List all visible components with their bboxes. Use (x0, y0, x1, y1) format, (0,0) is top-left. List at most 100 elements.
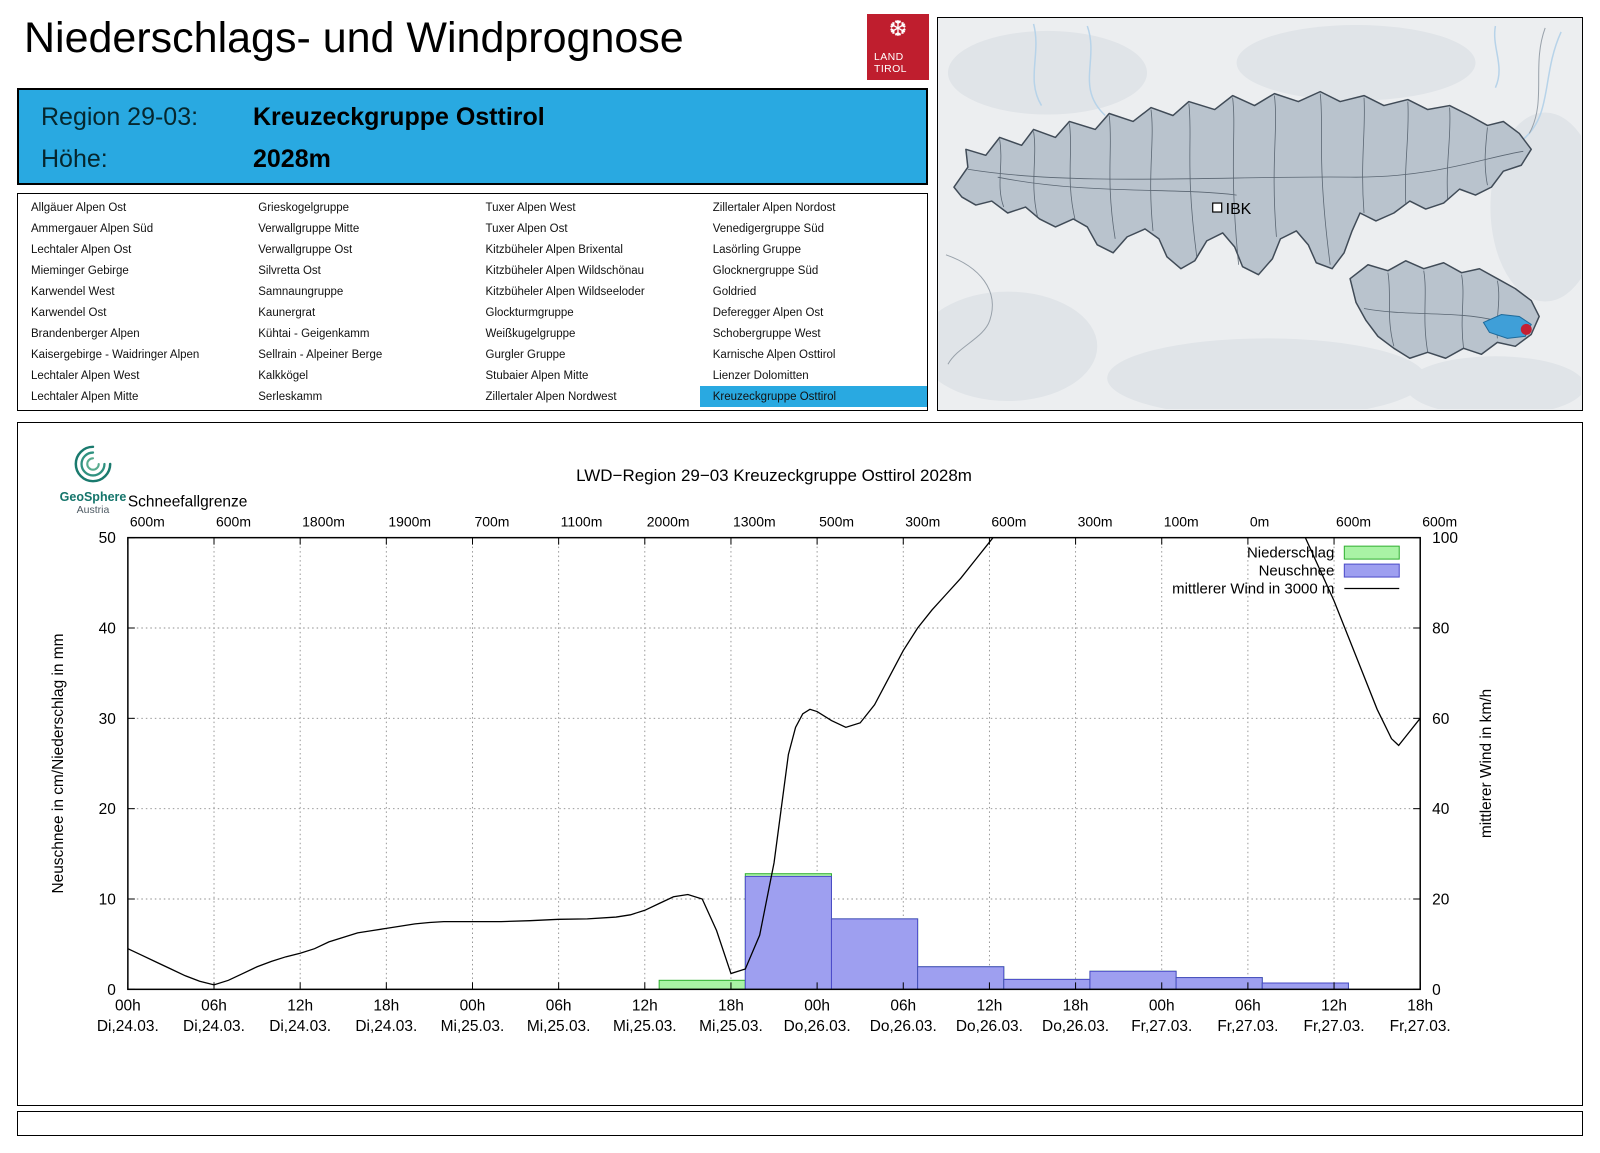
region-list-item[interactable]: Sellrain - Alpeiner Berge (258, 348, 383, 361)
legend-label: mittlerer Wind in 3000 m (1172, 581, 1334, 598)
region-list-item[interactable]: Tuxer Alpen Ost (485, 222, 568, 235)
ibk-label: IBK (1226, 201, 1252, 218)
region-list-item[interactable]: Stubaier Alpen Mitte (485, 369, 589, 382)
region-list-item[interactable]: Kitzbüheler Alpen Wildschönau (485, 264, 645, 277)
region-list-item[interactable]: Allgäuer Alpen Ost (31, 201, 127, 214)
altitude-label: Höhe: (41, 145, 108, 173)
region-list-column: Allgäuer Alpen Ost Ammergauer Alpen Süd Le… (18, 197, 245, 410)
altitude-value: 2028m (253, 145, 331, 173)
region-list-item[interactable]: Venedigergruppe Süd (712, 222, 825, 235)
x-tick-date: Mi,25.03. (441, 1018, 505, 1035)
region-list-item[interactable]: Lechtaler Alpen West (31, 369, 140, 382)
region-list-item[interactable]: Lienzer Dolomitten (712, 369, 809, 382)
region-list-item[interactable]: Lasörling Gruppe (712, 243, 801, 256)
tirol-eagle-icon: ❆ (888, 16, 908, 41)
x-tick-hour: 12h (287, 997, 313, 1014)
x-tick-hour: 18h (1407, 997, 1433, 1014)
geosphere-name: GeoSphere (59, 490, 127, 504)
map-borders (945, 27, 1546, 365)
y-tick-left: 20 (99, 801, 116, 818)
region-list-item[interactable]: Kitzbüheler Alpen Brixental (485, 243, 623, 256)
x-tick-hour: 00h (1149, 997, 1175, 1014)
snowline-value: 1100m (561, 514, 603, 530)
region-list: Allgäuer Alpen Ost Ammergauer Alpen Süd Le… (17, 193, 928, 411)
page-title: Niederschlags- und Windprognose (24, 14, 684, 62)
y-tick-left: 0 (107, 982, 116, 999)
map-rivers (1032, 23, 1562, 140)
geosphere-spiral-icon (74, 445, 112, 483)
region-list-item[interactable]: Serleskamm (258, 390, 323, 403)
region-list-item[interactable]: Brandenberger Alpen (31, 327, 140, 340)
x-tick-date: Fr,27.03. (1304, 1018, 1365, 1035)
precip-bars (658, 873, 1349, 990)
region-list-item[interactable]: Gurgler Gruppe (485, 348, 566, 361)
legend-label: Niederschlag (1247, 545, 1334, 562)
region-list-item[interactable]: Zillertaler Alpen Nordwest (485, 390, 617, 403)
region-list-item[interactable]: Verwallgruppe Ost (258, 243, 353, 256)
region-value: Kreuzeckgruppe Osttirol (253, 103, 545, 131)
land-tirol-logo: ❆ LAND TIROL (867, 14, 929, 80)
snowline-value: 300m (1078, 514, 1113, 530)
region-list-item[interactable]: Lechtaler Alpen Ost (31, 243, 132, 256)
region-list-item[interactable]: Zillertaler Alpen Nordost (712, 201, 836, 214)
region-list-item[interactable]: Grieskogelgruppe (258, 201, 350, 214)
legend-swatch (1343, 563, 1400, 578)
x-tick-date: Mi,25.03. (613, 1018, 677, 1035)
region-list-item[interactable]: Karnische Alpen Osttirol (712, 348, 836, 361)
region-list-item[interactable]: Mieminger Gebirge (31, 264, 129, 277)
location-marker-dot (1520, 323, 1532, 335)
region-list-item[interactable]: Karwendel Ost (31, 306, 107, 319)
region-list-item[interactable]: Karwendel West (31, 285, 115, 298)
region-list-item[interactable]: Glocknergruppe Süd (712, 264, 819, 277)
y-tick-right: 0 (1432, 982, 1441, 999)
y-tick-right: 80 (1432, 620, 1449, 637)
x-tick-date: Di,24.03. (355, 1018, 417, 1035)
region-list-item[interactable]: Kaisergebirge - Waidringer Alpen (31, 348, 200, 361)
legend-swatch (1343, 545, 1400, 560)
x-tick-hour: 18h (1063, 997, 1089, 1014)
snowline-value: 300m (905, 514, 940, 530)
map-terrain (938, 24, 1581, 409)
region-list-column: Tuxer Alpen West Tuxer Alpen Ost Kitzbühel… (473, 197, 700, 410)
snowline-value: 500m (819, 514, 854, 530)
region-list-item[interactable]: Deferegger Alpen Ost (712, 306, 824, 319)
x-tick-hour: 06h (201, 997, 227, 1014)
region-list-item[interactable]: Weißkugelgruppe (485, 327, 576, 340)
region-list-item[interactable]: Verwallgruppe Mitte (258, 222, 360, 235)
snowline-value: 1300m (733, 514, 776, 530)
north-tyrol-region (953, 90, 1532, 276)
x-tick-date: Di,24.03. (269, 1018, 331, 1035)
x-tick-date: Mi,25.03. (527, 1018, 591, 1035)
x-tick-date: Fr,27.03. (1390, 1018, 1451, 1035)
region-list-item[interactable]: Tuxer Alpen West (485, 201, 576, 214)
region-list-item[interactable]: Lechtaler Alpen Mitte (31, 390, 139, 403)
region-list-item[interactable]: Silvretta Ost (258, 264, 321, 277)
x-tick-hour: 06h (1235, 997, 1261, 1014)
x-tick-hour: 12h (1321, 997, 1347, 1014)
x-tick-date: Di,24.03. (183, 1018, 245, 1035)
snowline-value: 2000m (647, 514, 690, 530)
chart-title: LWD−Region 29−03 Kreuzeckgruppe Osttirol… (576, 466, 972, 485)
y-tick-left: 50 (99, 530, 116, 547)
wind-line (127, 537, 1421, 986)
region-list-column: Grieskogelgruppe Verwallgruppe Mitte Verwa… (245, 197, 472, 410)
region-list-item[interactable]: Kitzbüheler Alpen Wildseeloder (485, 285, 645, 298)
snowline-value: 1900m (388, 514, 431, 530)
forecast-chart-panel: GeoSphere Austria LWD−Region 29−03 Kreuz… (17, 422, 1583, 1106)
x-tick-hour: 12h (977, 997, 1003, 1014)
legend-label: Neuschnee (1259, 563, 1335, 580)
y-tick-right: 20 (1432, 891, 1449, 908)
region-list-item[interactable]: Ammergauer Alpen Süd (31, 222, 154, 235)
region-list-item[interactable]: Goldried (712, 285, 757, 298)
region-list-item[interactable]: Kühtai - Geigenkamm (258, 327, 370, 340)
region-list-item-selected[interactable]: Kreuzeckgruppe Osttirol (699, 386, 927, 407)
region-list-item[interactable]: Samnaungruppe (258, 285, 344, 298)
region-list-item[interactable]: Schobergruppe West (712, 327, 821, 340)
region-list-item[interactable]: Kalkkögel (258, 369, 309, 382)
east-tyrol-region (1349, 260, 1540, 360)
region-header-box: Region 29-03: Kreuzeckgruppe Osttirol Hö… (17, 88, 928, 185)
region-list-item[interactable]: Kaunergrat (258, 306, 316, 319)
geosphere-sub: Austria (76, 504, 110, 516)
y-tick-right: 100 (1432, 530, 1458, 547)
region-list-item[interactable]: Glockturmgruppe (485, 306, 574, 319)
